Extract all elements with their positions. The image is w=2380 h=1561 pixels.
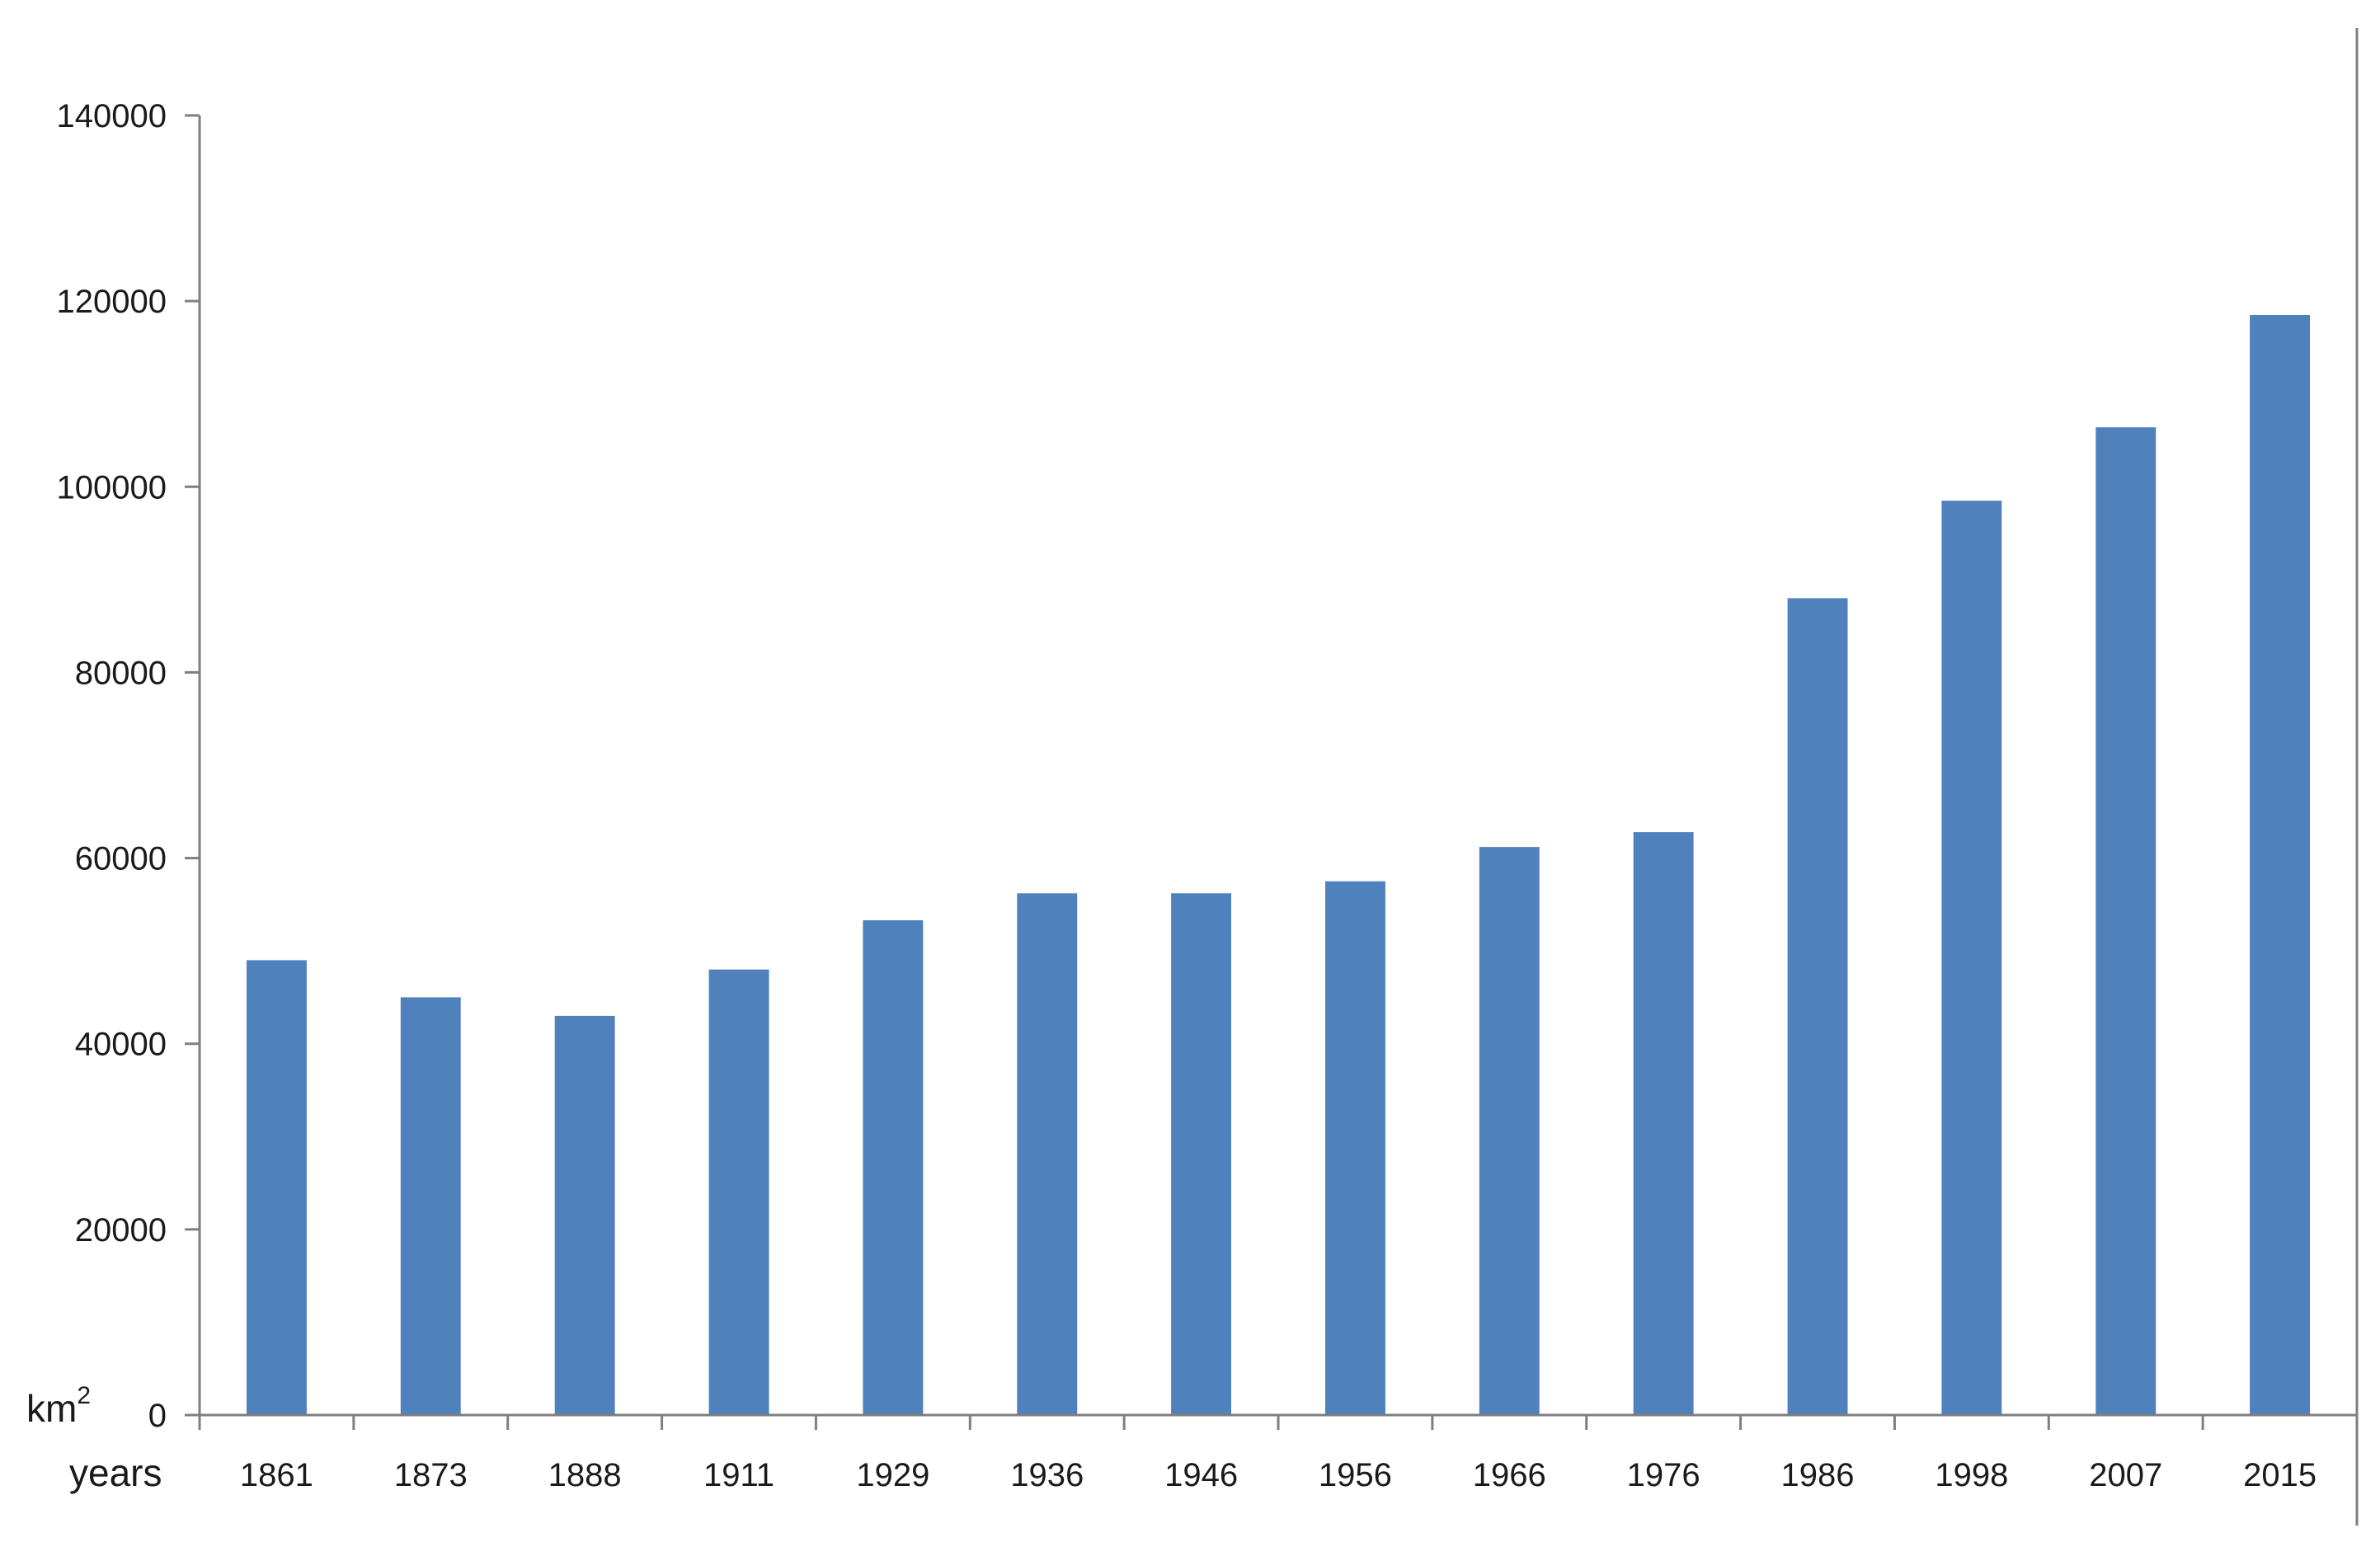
x-tick-label-1998: 1998	[1935, 1457, 2008, 1493]
y-tick-label-0: 0	[148, 1398, 167, 1434]
y-tick-label-80000: 80000	[75, 655, 167, 691]
bar-1936	[1017, 893, 1078, 1415]
labels-layer: 0 20000 40000 60000 80000 100000 120000 140000 1…	[57, 98, 2317, 1493]
bar-1966	[1479, 847, 1540, 1415]
y-tick-label-140000: 140000	[57, 98, 167, 134]
bar-1946	[1171, 893, 1231, 1415]
x-tick-label-2007: 2007	[2089, 1457, 2162, 1493]
x-tick-label-1929: 1929	[856, 1457, 929, 1493]
x-tick-label-1956: 1956	[1319, 1457, 1392, 1493]
bar-1986	[1787, 598, 1848, 1415]
x-tick-label-1888: 1888	[548, 1457, 622, 1493]
bar-1911	[708, 969, 769, 1415]
y-tick-label-40000: 40000	[75, 1027, 167, 1063]
bars-layer	[247, 315, 2310, 1416]
bar-1956	[1325, 881, 1385, 1415]
axes-layer	[185, 28, 2359, 1526]
y-tick-label-60000: 60000	[75, 841, 167, 877]
bar-2015	[2250, 315, 2310, 1415]
bar-1861	[247, 960, 307, 1415]
x-tick-label-2015: 2015	[2243, 1457, 2317, 1493]
x-tick-label-1966: 1966	[1473, 1457, 1546, 1493]
bar-1998	[1941, 501, 2002, 1416]
bar-1929	[863, 920, 924, 1415]
x-tick-label-1873: 1873	[394, 1457, 468, 1493]
y-axis-title-unit: km	[26, 1387, 77, 1430]
x-tick-label-1861: 1861	[240, 1457, 313, 1493]
x-axis-title: years	[69, 1451, 162, 1494]
bar-2007	[2095, 427, 2157, 1416]
x-tick-label-1976: 1976	[1627, 1457, 1700, 1493]
x-tick-label-1986: 1986	[1781, 1457, 1855, 1493]
x-tick-label-1946: 1946	[1164, 1457, 1238, 1493]
bar-1888	[554, 1015, 615, 1415]
y-tick-label-100000: 100000	[57, 469, 167, 505]
y-axis-title: km2	[26, 1382, 91, 1430]
x-tick-label-1911: 1911	[703, 1457, 774, 1493]
y-tick-label-20000: 20000	[75, 1212, 167, 1248]
y-tick-label-120000: 120000	[57, 284, 167, 320]
y-axis-title-superscript: 2	[77, 1382, 91, 1409]
bar-1873	[400, 997, 461, 1415]
bar-1976	[1633, 832, 1694, 1415]
x-tick-label-1936: 1936	[1010, 1457, 1084, 1493]
